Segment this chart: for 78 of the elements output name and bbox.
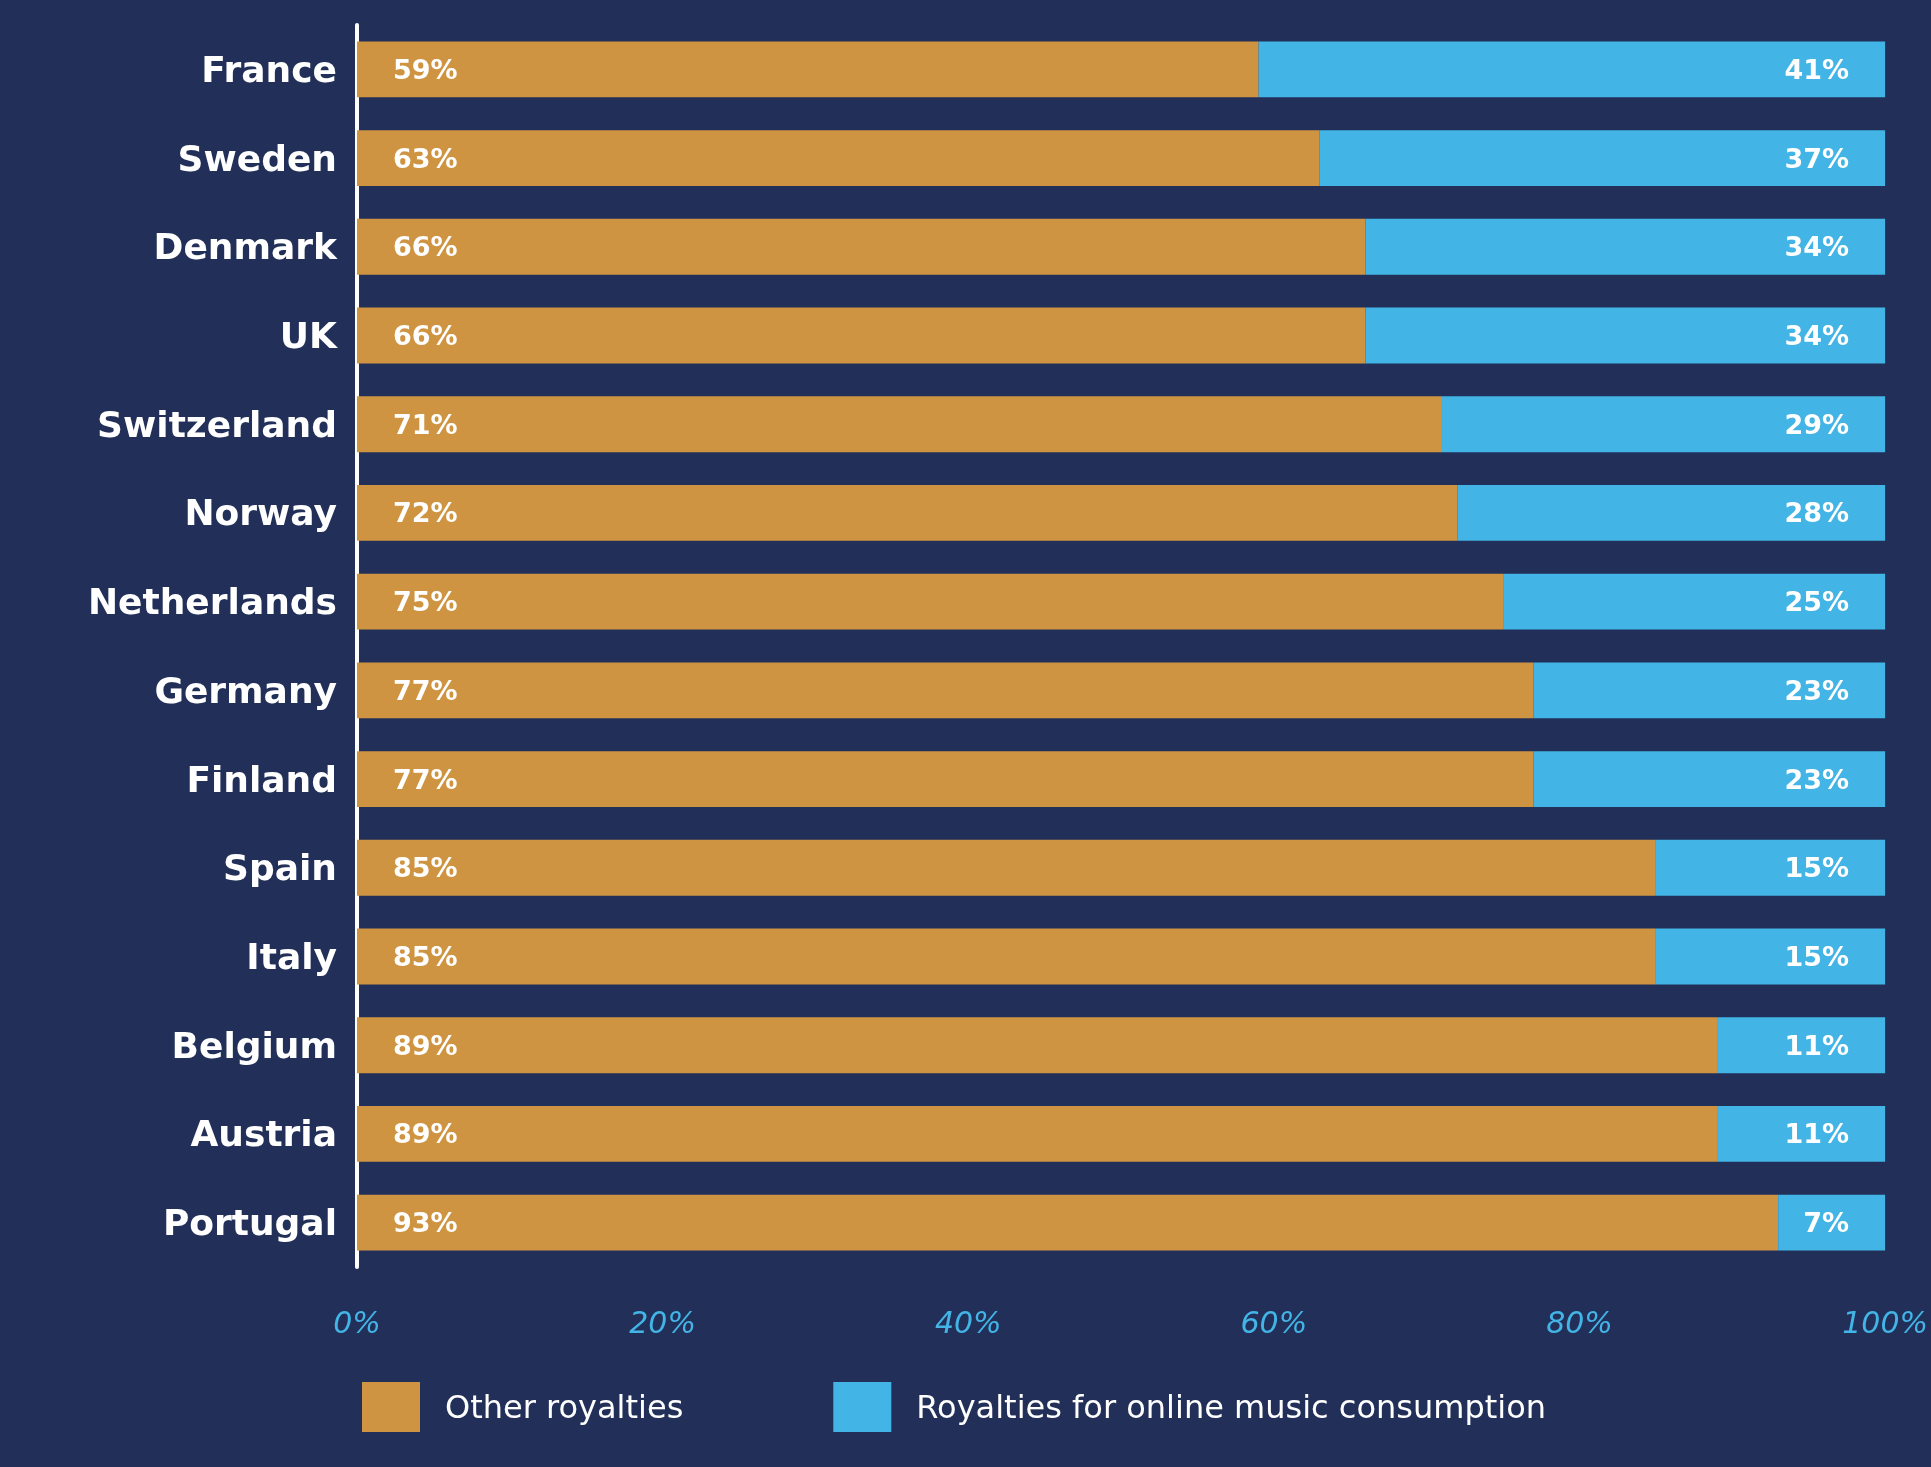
y-tick-label: Austria: [190, 1113, 337, 1155]
data-label: 25%: [1784, 586, 1850, 618]
legend-label: Royalties for online music consumption: [916, 1388, 1546, 1426]
data-label: 93%: [393, 1207, 458, 1239]
bar: [357, 1194, 1779, 1251]
data-label: 85%: [393, 941, 458, 972]
bar: [1655, 839, 1886, 896]
bar: [1533, 662, 1886, 719]
data-label: 34%: [1784, 320, 1850, 351]
bar: [357, 662, 1534, 719]
data-label: 23%: [1784, 763, 1850, 795]
bar: [1503, 573, 1886, 630]
x-tick-label: 0%: [333, 1304, 381, 1340]
y-tick-label: Netherlands: [87, 581, 337, 623]
bar: [1457, 484, 1886, 541]
bar: [357, 484, 1458, 541]
data-label: 85%: [393, 852, 458, 884]
data-label: 29%: [1784, 408, 1850, 440]
data-label: 89%: [393, 1029, 458, 1061]
data-label: 7%: [1803, 1207, 1850, 1239]
bar: [357, 218, 1366, 275]
data-label: 66%: [393, 231, 458, 263]
legend-label: Other royalties: [445, 1388, 684, 1426]
y-tick-label: Portugal: [162, 1202, 337, 1244]
x-tick-label: 20%: [629, 1304, 696, 1340]
bar: [357, 41, 1259, 98]
bar: [357, 573, 1504, 630]
bar: [1655, 928, 1886, 985]
bar: [1319, 130, 1886, 187]
y-tick-label: Germany: [154, 669, 337, 711]
data-label: 75%: [393, 586, 458, 618]
x-tick-label: 80%: [1546, 1304, 1613, 1340]
bar: [357, 307, 1366, 364]
data-label: 11%: [1784, 1118, 1850, 1150]
y-tick-label: France: [201, 48, 337, 90]
data-label: 28%: [1784, 497, 1850, 529]
bar: [1717, 1105, 1886, 1162]
bar: [357, 839, 1656, 896]
data-label: 77%: [393, 763, 458, 795]
data-label: 66%: [393, 320, 458, 351]
y-tick-label: UK: [279, 315, 339, 356]
data-label: 59%: [393, 53, 458, 85]
x-tick-label: 100%: [1842, 1304, 1929, 1340]
data-label: 77%: [393, 674, 458, 706]
data-label: 15%: [1784, 852, 1850, 884]
bar: [1533, 751, 1886, 808]
data-label: 37%: [1784, 142, 1850, 174]
bar: [1258, 41, 1886, 98]
data-label: 11%: [1784, 1029, 1850, 1061]
data-label: 63%: [393, 142, 458, 174]
data-label: 71%: [393, 408, 458, 440]
y-tick-label: Italy: [246, 936, 337, 977]
data-label: 23%: [1784, 674, 1850, 706]
y-tick-label: Finland: [186, 758, 337, 800]
bar: [357, 751, 1534, 808]
y-tick-label: Sweden: [177, 137, 337, 179]
y-tick-label: Switzerland: [97, 403, 337, 445]
bar: [1717, 1017, 1886, 1074]
x-tick-label: 60%: [1240, 1304, 1308, 1340]
bar: [1778, 1194, 1886, 1251]
data-label: 89%: [393, 1118, 458, 1150]
y-tick-label: Norway: [184, 492, 337, 534]
y-tick-label: Spain: [223, 847, 337, 889]
data-label: 41%: [1784, 53, 1850, 85]
y-tick-label: Belgium: [171, 1024, 337, 1066]
bar: [1441, 396, 1886, 453]
bar: [357, 130, 1320, 187]
bar: [1365, 307, 1886, 364]
bar: [357, 1105, 1718, 1162]
bar: [357, 1017, 1718, 1074]
x-tick-label: 40%: [934, 1304, 1002, 1340]
data-label: 34%: [1784, 231, 1850, 263]
bar: [357, 928, 1656, 985]
bar: [1365, 218, 1886, 275]
data-label: 15%: [1784, 941, 1850, 972]
y-tick-label: Denmark: [153, 226, 339, 268]
data-label: 72%: [393, 497, 458, 529]
bar: [357, 396, 1442, 453]
